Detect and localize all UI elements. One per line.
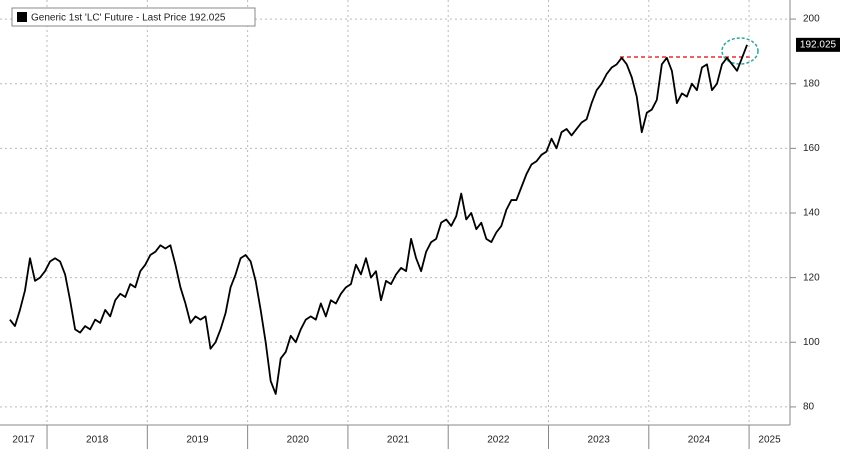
legend: Generic 1st 'LC' Future - Last Price 192… [11, 7, 256, 27]
x-tick-label: 2022 [487, 435, 510, 446]
y-tick-label: 140 [803, 208, 820, 219]
legend-last-value: 192.025 [189, 12, 226, 23]
y-tick-label: 180 [803, 78, 820, 89]
legend-name: Generic 1st 'LC' Future - Last Price [31, 12, 187, 23]
legend-swatch [17, 12, 27, 22]
highlight-ellipse [721, 37, 759, 65]
x-tick-label: 2024 [688, 435, 711, 446]
y-tick-label: 160 [803, 143, 820, 154]
x-tick-label: 2017 [12, 435, 35, 446]
price-line [9, 44, 748, 395]
x-tick-label: 2020 [287, 435, 310, 446]
y-tick-label: 80 [803, 402, 815, 413]
y-tick-label: 120 [803, 272, 820, 283]
x-tick-label: 2018 [86, 435, 109, 446]
x-tick-label: 2021 [387, 435, 410, 446]
last-price-box [796, 37, 840, 52]
x-tick-label: 2023 [588, 435, 611, 446]
x-tick-label: 2025 [758, 435, 781, 446]
legend-label: Generic 1st 'LC' Future - Last Price 192… [31, 12, 226, 23]
x-tick-label: 2019 [186, 435, 209, 446]
y-tick-label: 100 [803, 337, 820, 348]
y-tick-label: 200 [803, 14, 820, 25]
last-price-label: 192.025 [800, 39, 837, 50]
legend-box [11, 7, 256, 27]
